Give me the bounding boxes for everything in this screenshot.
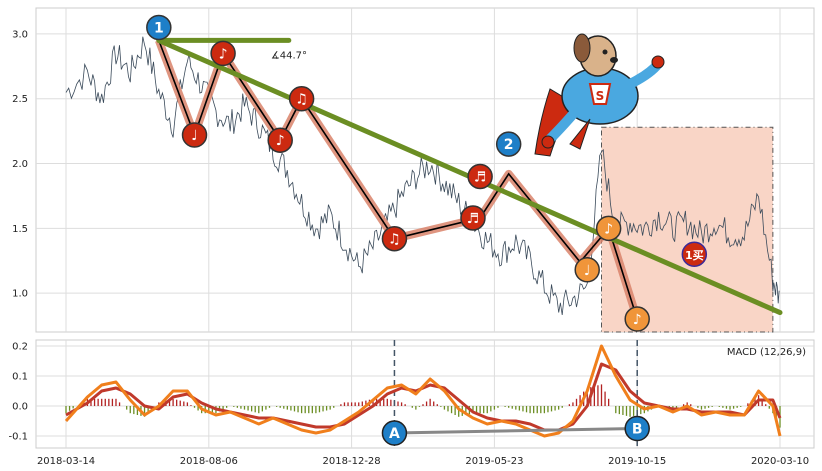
price-marker-circle (267, 127, 293, 153)
price-markers: 1 2 ♩ ♪ ♪ ♫ ♫ ♬ ♬ ♩ ♪ ♪ 1买 (146, 14, 708, 332)
svg-text:S: S (596, 89, 605, 103)
divergence-line (394, 427, 638, 435)
macd-y-tick-label: 0.0 (12, 402, 28, 413)
macd-gridlines (36, 340, 814, 448)
divergence-marker-circle (624, 415, 650, 442)
price-y-tick-label: 1.5 (12, 224, 28, 235)
x-tick-label: 2018-08-06 (180, 456, 238, 467)
macd-y-tick-label: -0.1 (8, 432, 28, 443)
price-series-line (65, 36, 780, 316)
price-y-ticks: 3.0 2.5 2.0 1.5 1.0 (12, 29, 28, 299)
price-y-tick-label: 3.0 (12, 29, 28, 40)
price-marker-circle (624, 306, 650, 332)
price-marker-circle (495, 131, 522, 157)
price-marker-label: ♫ (295, 92, 308, 108)
divergence-marker-label: A (389, 426, 400, 442)
price-marker-label: ♩ (584, 263, 591, 279)
price-y-tick-label: 1.0 (12, 289, 28, 300)
macd-y-tick-label: 0.2 (12, 342, 28, 353)
macd-y-tick-label: 0.1 (12, 372, 28, 383)
x-axis-ticks: 2018-03-14 2018-08-06 2018-12-28 2019-05-23… (37, 456, 809, 467)
price-marker-circle (210, 40, 236, 67)
price-marker-label: ♫ (388, 232, 401, 248)
x-tick-label: 2018-03-14 (37, 456, 95, 467)
price-marker-label: 1买 (685, 249, 704, 262)
price-marker-circle (681, 241, 708, 267)
price-marker-label: ♬ (467, 211, 480, 227)
price-marker-circle (181, 122, 208, 148)
x-tick-label: 2019-10-15 (608, 456, 666, 467)
price-marker-circle (595, 215, 622, 242)
price-panel: 3.0 2.5 2.0 1.5 1.0 ∡44.7° 1 2 ♩ ♪ ♪ ♫ ♫ ♬ ♬ ♩ ♪ ♪ 1买 S (12, 7, 815, 333)
macd-panel-background (35, 339, 815, 449)
macd-y-ticks: 0.2 0.1 0.0 -0.1 (8, 342, 28, 443)
price-marker-circle (381, 225, 408, 252)
divergence-marker-circle (381, 420, 408, 446)
price-marker-label: 1 (154, 20, 164, 36)
divergence-marker-label: B (632, 422, 643, 438)
price-y-tick-label: 2.0 (12, 159, 28, 170)
x-tick-label: 2020-03-10 (751, 456, 809, 467)
price-marker-label: ♪ (219, 46, 228, 62)
x-tick-label: 2018-12-28 (323, 456, 381, 467)
price-marker-label: 2 (504, 137, 514, 153)
price-marker-label: ♪ (276, 133, 285, 149)
price-marker-circle (460, 205, 486, 231)
price-marker-circle (146, 14, 172, 41)
price-marker-label: ♩ (191, 128, 198, 144)
price-y-tick-label: 2.5 (12, 94, 28, 105)
x-tick-label: 2019-05-23 (465, 456, 523, 467)
price-marker-label: ♪ (604, 221, 613, 237)
dif-line (64, 344, 782, 438)
price-marker-circle (288, 85, 315, 112)
price-marker-label: ♬ (474, 169, 487, 185)
macd-legend: MACD (12,26,9) (727, 347, 806, 358)
price-marker-label: ♪ (633, 312, 642, 328)
angle-label: ∡44.7° (271, 50, 307, 61)
price-marker-circle (574, 257, 600, 283)
superhero-dog-icon: S (534, 33, 665, 157)
price-marker-circle (467, 163, 493, 190)
